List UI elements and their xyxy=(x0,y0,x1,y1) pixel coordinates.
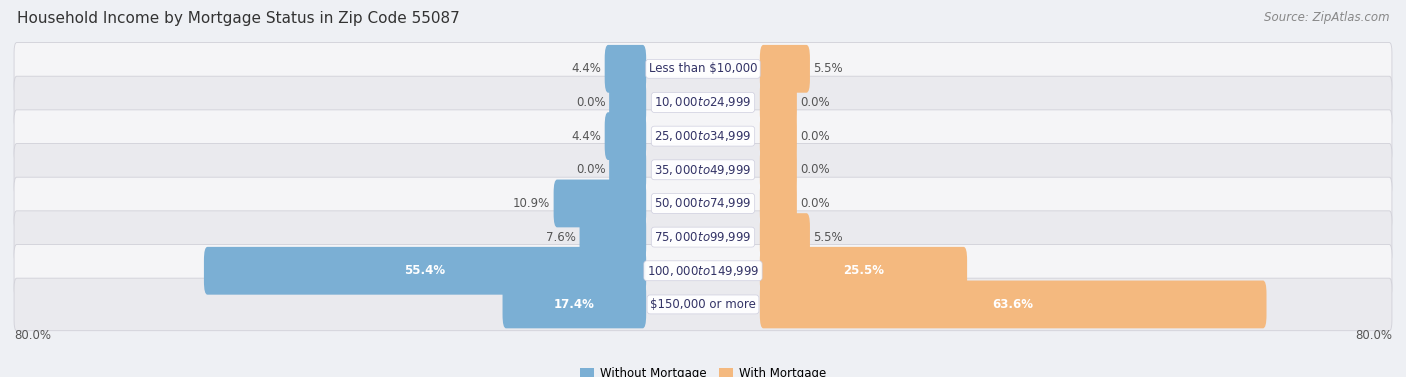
Text: 5.5%: 5.5% xyxy=(814,62,844,75)
Text: 0.0%: 0.0% xyxy=(576,96,606,109)
FancyBboxPatch shape xyxy=(14,245,1392,297)
Text: $150,000 or more: $150,000 or more xyxy=(650,298,756,311)
Text: $50,000 to $74,999: $50,000 to $74,999 xyxy=(654,196,752,210)
FancyBboxPatch shape xyxy=(609,78,647,126)
FancyBboxPatch shape xyxy=(759,213,810,261)
FancyBboxPatch shape xyxy=(14,144,1392,196)
Text: Household Income by Mortgage Status in Zip Code 55087: Household Income by Mortgage Status in Z… xyxy=(17,11,460,26)
Text: 0.0%: 0.0% xyxy=(800,197,830,210)
Text: 7.6%: 7.6% xyxy=(546,231,576,244)
Text: 10.9%: 10.9% xyxy=(513,197,550,210)
Text: 80.0%: 80.0% xyxy=(1355,329,1392,342)
FancyBboxPatch shape xyxy=(605,112,647,160)
Text: $35,000 to $49,999: $35,000 to $49,999 xyxy=(654,163,752,177)
FancyBboxPatch shape xyxy=(14,110,1392,162)
Text: 0.0%: 0.0% xyxy=(800,130,830,143)
Text: 0.0%: 0.0% xyxy=(576,163,606,176)
FancyBboxPatch shape xyxy=(759,179,797,227)
Text: 4.4%: 4.4% xyxy=(571,62,602,75)
FancyBboxPatch shape xyxy=(14,76,1392,129)
FancyBboxPatch shape xyxy=(14,211,1392,264)
Text: 0.0%: 0.0% xyxy=(800,163,830,176)
Legend: Without Mortgage, With Mortgage: Without Mortgage, With Mortgage xyxy=(575,362,831,377)
Text: $100,000 to $149,999: $100,000 to $149,999 xyxy=(647,264,759,278)
FancyBboxPatch shape xyxy=(759,247,967,295)
Text: Source: ZipAtlas.com: Source: ZipAtlas.com xyxy=(1264,11,1389,24)
Text: Less than $10,000: Less than $10,000 xyxy=(648,62,758,75)
FancyBboxPatch shape xyxy=(502,280,647,328)
Text: 55.4%: 55.4% xyxy=(405,264,446,277)
Text: 0.0%: 0.0% xyxy=(800,96,830,109)
Text: $25,000 to $34,999: $25,000 to $34,999 xyxy=(654,129,752,143)
FancyBboxPatch shape xyxy=(605,45,647,93)
FancyBboxPatch shape xyxy=(579,213,647,261)
FancyBboxPatch shape xyxy=(759,146,797,194)
FancyBboxPatch shape xyxy=(759,112,797,160)
FancyBboxPatch shape xyxy=(759,45,810,93)
FancyBboxPatch shape xyxy=(609,146,647,194)
FancyBboxPatch shape xyxy=(554,179,647,227)
FancyBboxPatch shape xyxy=(14,177,1392,230)
Text: 5.5%: 5.5% xyxy=(814,231,844,244)
FancyBboxPatch shape xyxy=(759,280,1267,328)
FancyBboxPatch shape xyxy=(14,278,1392,331)
Text: 80.0%: 80.0% xyxy=(14,329,51,342)
FancyBboxPatch shape xyxy=(759,78,797,126)
Text: 17.4%: 17.4% xyxy=(554,298,595,311)
FancyBboxPatch shape xyxy=(204,247,647,295)
Text: 4.4%: 4.4% xyxy=(571,130,602,143)
Text: 25.5%: 25.5% xyxy=(844,264,884,277)
FancyBboxPatch shape xyxy=(14,43,1392,95)
Text: $75,000 to $99,999: $75,000 to $99,999 xyxy=(654,230,752,244)
Text: $10,000 to $24,999: $10,000 to $24,999 xyxy=(654,95,752,109)
Text: 63.6%: 63.6% xyxy=(993,298,1033,311)
